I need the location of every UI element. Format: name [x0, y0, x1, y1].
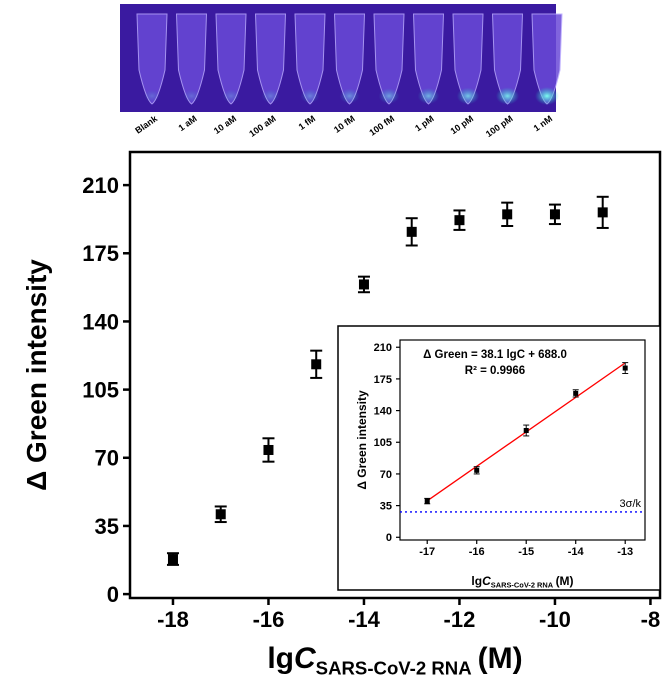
y-tick-label: 175: [82, 241, 119, 266]
point: [406, 226, 417, 237]
x-axis-label-part: lg: [267, 642, 294, 675]
x-axis-label-part: C: [482, 574, 491, 588]
tube-glow: [144, 90, 160, 102]
y-tick-label: 70: [95, 446, 119, 471]
point: [502, 209, 513, 220]
x-axis-label: lgCSARS-CoV-2 RNA (M): [267, 642, 522, 679]
tube-label: 1 pM: [413, 113, 436, 133]
tube-glow: [183, 89, 200, 103]
tube-label: 10 fM: [332, 113, 357, 134]
y-tick-label: 175: [374, 374, 392, 386]
point: [474, 467, 480, 473]
point: [215, 509, 226, 520]
tube-label: Blank: [133, 113, 160, 136]
tube-glow: [417, 87, 440, 105]
x-axis-label-part: SARS-CoV-2 RNA: [316, 658, 472, 679]
plot-frame: [399, 339, 646, 541]
y-tick-label: 210: [374, 342, 392, 354]
y-tick-label: 105: [82, 378, 119, 403]
tube-glow: [495, 87, 520, 105]
tube-label: 1 nM: [532, 113, 555, 133]
x-tick-label: -15: [518, 546, 534, 558]
point: [167, 554, 178, 565]
y-tick-label: 140: [374, 406, 392, 418]
tube-glow: [535, 87, 559, 105]
tube-glow: [378, 88, 400, 104]
x-tick-label: -17: [419, 546, 435, 558]
tube-label: 100 fM: [367, 113, 396, 137]
x-tick-label: -16: [469, 546, 485, 558]
point: [523, 427, 529, 433]
inset-box: [337, 325, 661, 591]
tube-label: 100 pM: [484, 113, 515, 139]
tube: [175, 13, 208, 105]
tube: [373, 13, 405, 105]
x-axis-label-part: (M): [556, 574, 574, 588]
y-tick-label: 0: [386, 532, 392, 544]
point: [263, 444, 274, 455]
x-tick-label: -8: [641, 607, 661, 632]
threshold-label: 3σ/k: [620, 498, 642, 510]
x-tick-label: -16: [253, 607, 285, 632]
tube-label: 1 fM: [297, 113, 317, 132]
fit-r2: R² = 0.9966: [465, 365, 525, 377]
x-axis-label-part: SARS-CoV-2 RNA: [491, 581, 554, 590]
point: [573, 390, 579, 396]
point: [358, 279, 369, 290]
x-tick-label: -13: [617, 546, 633, 558]
tube: [333, 13, 366, 105]
x-tick-label: -14: [568, 546, 585, 558]
y-tick-label: 210: [82, 173, 119, 198]
y-axis-label: Δ Green intensity: [21, 259, 52, 491]
point: [424, 498, 430, 504]
point: [454, 215, 465, 226]
tube-glow: [456, 87, 480, 105]
y-tick-label: 35: [380, 501, 392, 513]
tube-label: 10 aM: [212, 113, 238, 136]
tube-label: 100 aM: [247, 113, 277, 138]
point: [311, 359, 322, 370]
x-tick-label: -14: [348, 607, 381, 632]
x-axis-label-part: C: [294, 642, 317, 675]
tube: [136, 13, 168, 105]
tube-glow: [261, 89, 280, 103]
y-tick-label: 0: [107, 582, 119, 607]
point: [622, 365, 628, 371]
point: [549, 209, 560, 220]
x-tick-label: -18: [157, 607, 189, 632]
y-tick-label: 105: [374, 437, 392, 449]
x-tick-label: -12: [444, 607, 476, 632]
y-axis-label: Δ Green intensity: [355, 390, 369, 490]
y-tick-label: 35: [95, 514, 119, 539]
tube: [215, 13, 247, 105]
tube-glow: [222, 89, 240, 103]
x-axis-label-part: lg: [471, 574, 482, 588]
tube-glow: [339, 88, 360, 104]
y-tick-label: 140: [82, 309, 119, 334]
point: [597, 207, 608, 218]
tube: [254, 13, 287, 105]
tube-label: 1 aM: [177, 113, 199, 133]
x-tick-label: -10: [539, 607, 571, 632]
y-tick-label: 70: [380, 469, 392, 481]
tube: [294, 13, 326, 105]
x-axis-label-part: (M): [478, 642, 523, 675]
tube-label: 10 pM: [449, 113, 476, 136]
x-axis-label: lgCSARS-CoV-2 RNA (M): [471, 574, 573, 590]
tube-glow: [300, 88, 320, 104]
fit-equation: Δ Green = 38.1 lgC + 688.0: [423, 349, 567, 361]
